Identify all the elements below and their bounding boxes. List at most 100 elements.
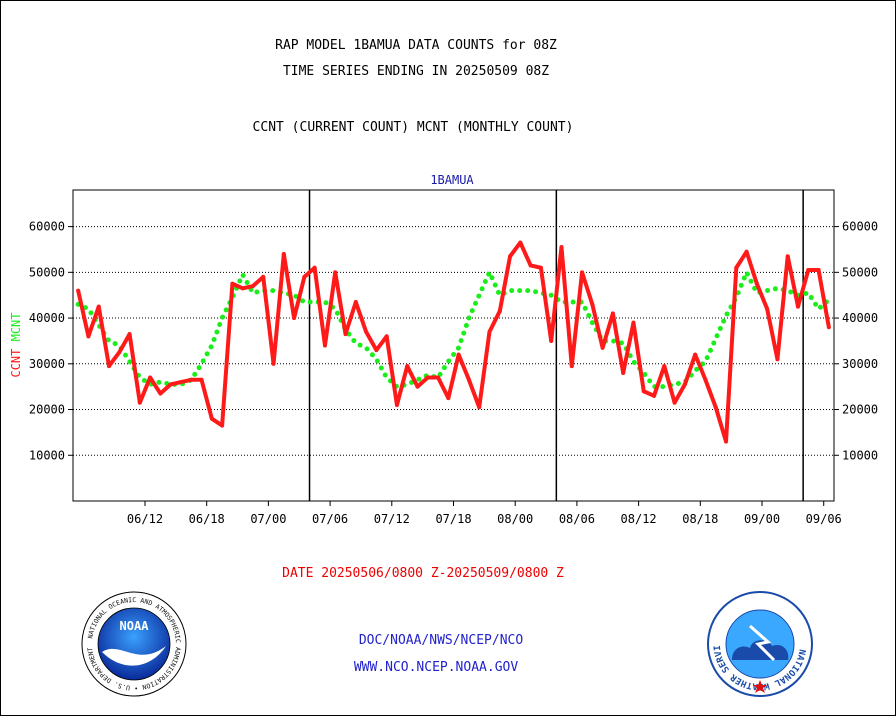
y-tick-label-right: 40000 — [842, 311, 878, 325]
x-tick-label: 08/18 — [682, 512, 718, 526]
y-axis-label-mcnt: MCNT — [9, 312, 23, 341]
point-ccnt — [312, 265, 317, 270]
y-tick-label-left: 40000 — [29, 311, 65, 325]
y-axis-label: CCNT MCNT — [9, 312, 23, 377]
point-ccnt — [261, 274, 266, 279]
point-ccnt — [137, 400, 142, 405]
point-ccnt — [446, 396, 451, 401]
point-ccnt — [158, 391, 163, 396]
point-ccnt — [641, 389, 646, 394]
y-axis: 10000 10000 20000 20000 30000 30000 40000 40000… — [29, 220, 878, 463]
point-ccnt — [322, 343, 327, 348]
point-ccnt — [281, 252, 286, 257]
series-line-ccnt — [76, 240, 831, 444]
point-ccnt — [178, 380, 183, 385]
y-tick-label-right: 30000 — [842, 357, 878, 371]
x-axis: 06/12 06/18 07/00 07/06 07/12 07/18 08/00 08/06… — [127, 501, 842, 526]
point-ccnt — [76, 288, 81, 293]
point-ccnt — [662, 364, 667, 369]
plot-title: 1BAMUA — [430, 173, 474, 187]
point-ccnt — [343, 332, 348, 337]
point-ccnt — [230, 281, 235, 286]
chart-title-line2: TIME SERIES ENDING IN 20250509 08Z — [282, 64, 550, 79]
point-ccnt — [189, 377, 194, 382]
plot-frame — [72, 189, 835, 502]
point-ccnt — [271, 361, 276, 366]
point-ccnt — [127, 332, 132, 337]
point-ccnt — [240, 286, 245, 291]
point-ccnt — [580, 270, 585, 275]
point-ccnt — [415, 384, 420, 389]
point-ccnt — [610, 311, 615, 316]
point-ccnt — [672, 400, 677, 405]
point-ccnt — [724, 439, 729, 444]
noaa-logo: NATIONAL OCEANIC AND ATMOSPHERIC ADMINIS… — [80, 590, 187, 697]
date-range: DATE 20250506/0800 Z-20250509/0800 Z — [282, 566, 564, 581]
x-tick-label: 08/00 — [497, 512, 533, 526]
point-ccnt — [497, 309, 502, 314]
point-ccnt — [466, 377, 471, 382]
point-ccnt — [796, 304, 801, 309]
point-ccnt — [775, 357, 780, 362]
nws-logo: NATIONAL WEATHER SERVICE — [706, 590, 813, 697]
point-ccnt — [456, 352, 461, 357]
x-tick-label: 08/12 — [621, 512, 657, 526]
point-ccnt — [528, 263, 533, 268]
point-ccnt — [220, 423, 225, 428]
point-ccnt — [374, 348, 379, 353]
point-ccnt — [199, 377, 204, 382]
x-tick-label: 07/00 — [250, 512, 286, 526]
point-ccnt — [86, 334, 91, 339]
chart-title-line1: RAP MODEL 1BAMUA DATA COUNTS for 08Z — [275, 38, 557, 53]
point-ccnt — [168, 382, 173, 387]
chart-subtitle: CCNT (CURRENT COUNT) MCNT (MONTHLY COUNT… — [252, 120, 574, 135]
point-ccnt — [96, 304, 101, 309]
point-ccnt — [652, 393, 657, 398]
point-ccnt — [117, 350, 122, 355]
point-ccnt — [333, 270, 338, 275]
point-ccnt — [559, 245, 564, 250]
point-ccnt — [209, 416, 214, 421]
x-tick-label: 06/18 — [189, 512, 225, 526]
point-ccnt — [600, 345, 605, 350]
y-tick-label-left: 20000 — [29, 403, 65, 417]
gridlines — [73, 226, 834, 456]
point-ccnt — [384, 334, 389, 339]
point-ccnt — [477, 405, 482, 410]
point-ccnt — [703, 377, 708, 382]
point-ccnt — [590, 302, 595, 307]
point-ccnt — [682, 382, 687, 387]
point-ccnt — [734, 265, 739, 270]
point-ccnt — [302, 274, 307, 279]
point-ccnt — [621, 370, 626, 375]
y-tick-label-left: 50000 — [29, 265, 65, 279]
footer-line2: WWW.NCO.NCEP.NOAA.GOV — [353, 660, 519, 675]
series-layer — [75, 240, 832, 444]
point-ccnt — [744, 249, 749, 254]
y-tick-label-right: 10000 — [842, 448, 878, 462]
point-ccnt — [106, 364, 111, 369]
y-tick-label-left: 60000 — [29, 220, 65, 234]
point-ccnt — [538, 265, 543, 270]
y-tick-label-right: 20000 — [842, 403, 878, 417]
point-ccnt — [549, 338, 554, 343]
point-ccnt — [693, 352, 698, 357]
point-ccnt — [826, 325, 831, 330]
y-axis-label-ccnt: CCNT — [9, 349, 23, 378]
point-ccnt — [394, 402, 399, 407]
point-ccnt — [364, 329, 369, 334]
point-ccnt — [405, 364, 410, 369]
noaa-logo-text: NOAA — [120, 619, 150, 633]
y-tick-label-right: 60000 — [842, 220, 878, 234]
point-ccnt — [436, 375, 441, 380]
point-ccnt — [631, 320, 636, 325]
y-tick-label-left: 30000 — [29, 357, 65, 371]
x-tick-label: 07/18 — [435, 512, 471, 526]
x-tick-label: 09/00 — [744, 512, 780, 526]
point-ccnt — [148, 375, 153, 380]
y-tick-label-right: 50000 — [842, 265, 878, 279]
x-tick-label: 09/06 — [806, 512, 842, 526]
x-tick-label: 07/06 — [312, 512, 348, 526]
